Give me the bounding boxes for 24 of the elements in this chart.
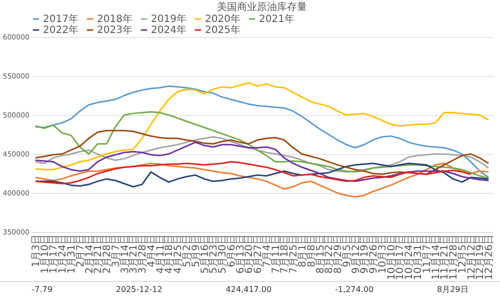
line-series <box>34 130 490 176</box>
legend-label: 2025年 <box>205 24 240 36</box>
legend-label: 2019年 <box>151 13 186 25</box>
line-series <box>34 161 472 184</box>
line-series <box>34 162 490 198</box>
text: -1,274.00 <box>335 285 374 294</box>
line-series <box>34 136 490 173</box>
text: 2025-12-12 <box>116 285 162 294</box>
legend-label: 2020年 <box>205 13 240 25</box>
legend-label: 2022年 <box>43 24 78 36</box>
text: 424,417.00 <box>226 285 272 294</box>
x-tick-label: 8月1日 <box>297 234 308 268</box>
legend-label: 2017年 <box>43 13 78 25</box>
legend-label: 2023年 <box>97 24 132 36</box>
legend-label: 2024年 <box>151 24 186 36</box>
text: 8月29日 <box>437 284 468 295</box>
chart-title: 美国商业原油库存量 <box>217 1 307 13</box>
x-tick-label: 12月26日 <box>484 234 496 280</box>
line-series <box>34 142 490 182</box>
x-tick-label: 5月2日 <box>182 234 193 268</box>
line-series <box>34 111 490 179</box>
legend-label: 2018年 <box>97 13 132 25</box>
legend-label: 2021年 <box>259 13 294 25</box>
text: -7.79 <box>32 285 52 294</box>
